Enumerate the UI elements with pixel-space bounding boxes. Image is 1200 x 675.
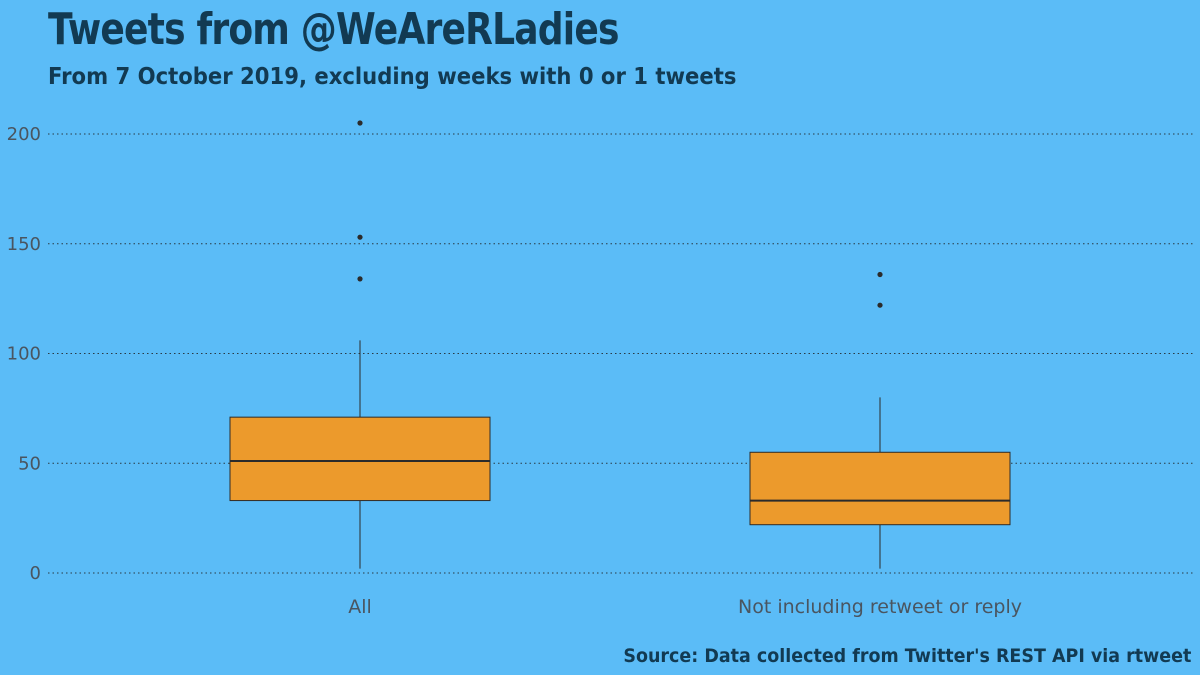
box-series <box>229 120 1011 569</box>
outlier-point <box>877 302 883 308</box>
iqr-box <box>749 451 1011 526</box>
outlier-point <box>357 234 363 240</box>
x-axis-labels: All Not including retweet or reply <box>348 596 1022 618</box>
y-tick-label: 0 <box>30 563 41 584</box>
chart-caption: Source: Data collected from Twitter's RE… <box>623 645 1191 667</box>
y-tick-label: 200 <box>7 124 41 145</box>
y-tick-label: 150 <box>7 234 41 255</box>
y-tick-label: 100 <box>7 344 41 365</box>
outlier-point <box>877 271 883 278</box>
outlier-point <box>357 120 363 126</box>
outlier-point <box>357 276 363 282</box>
x-category-label: All <box>348 596 372 618</box>
y-axis-ticks: 0 50 100 150 200 <box>7 124 41 584</box>
y-tick-label: 50 <box>18 453 41 474</box>
iqr-box <box>229 416 491 502</box>
chart-title: Tweets from @WeAreRLadies <box>48 4 619 55</box>
box-2 <box>749 271 1011 569</box>
chart-subtitle: From 7 October 2019, excluding weeks wit… <box>48 64 737 90</box>
grid-lines <box>48 133 1195 574</box>
x-category-label: Not including retweet or reply <box>738 596 1022 618</box>
box-1 <box>229 120 491 569</box>
